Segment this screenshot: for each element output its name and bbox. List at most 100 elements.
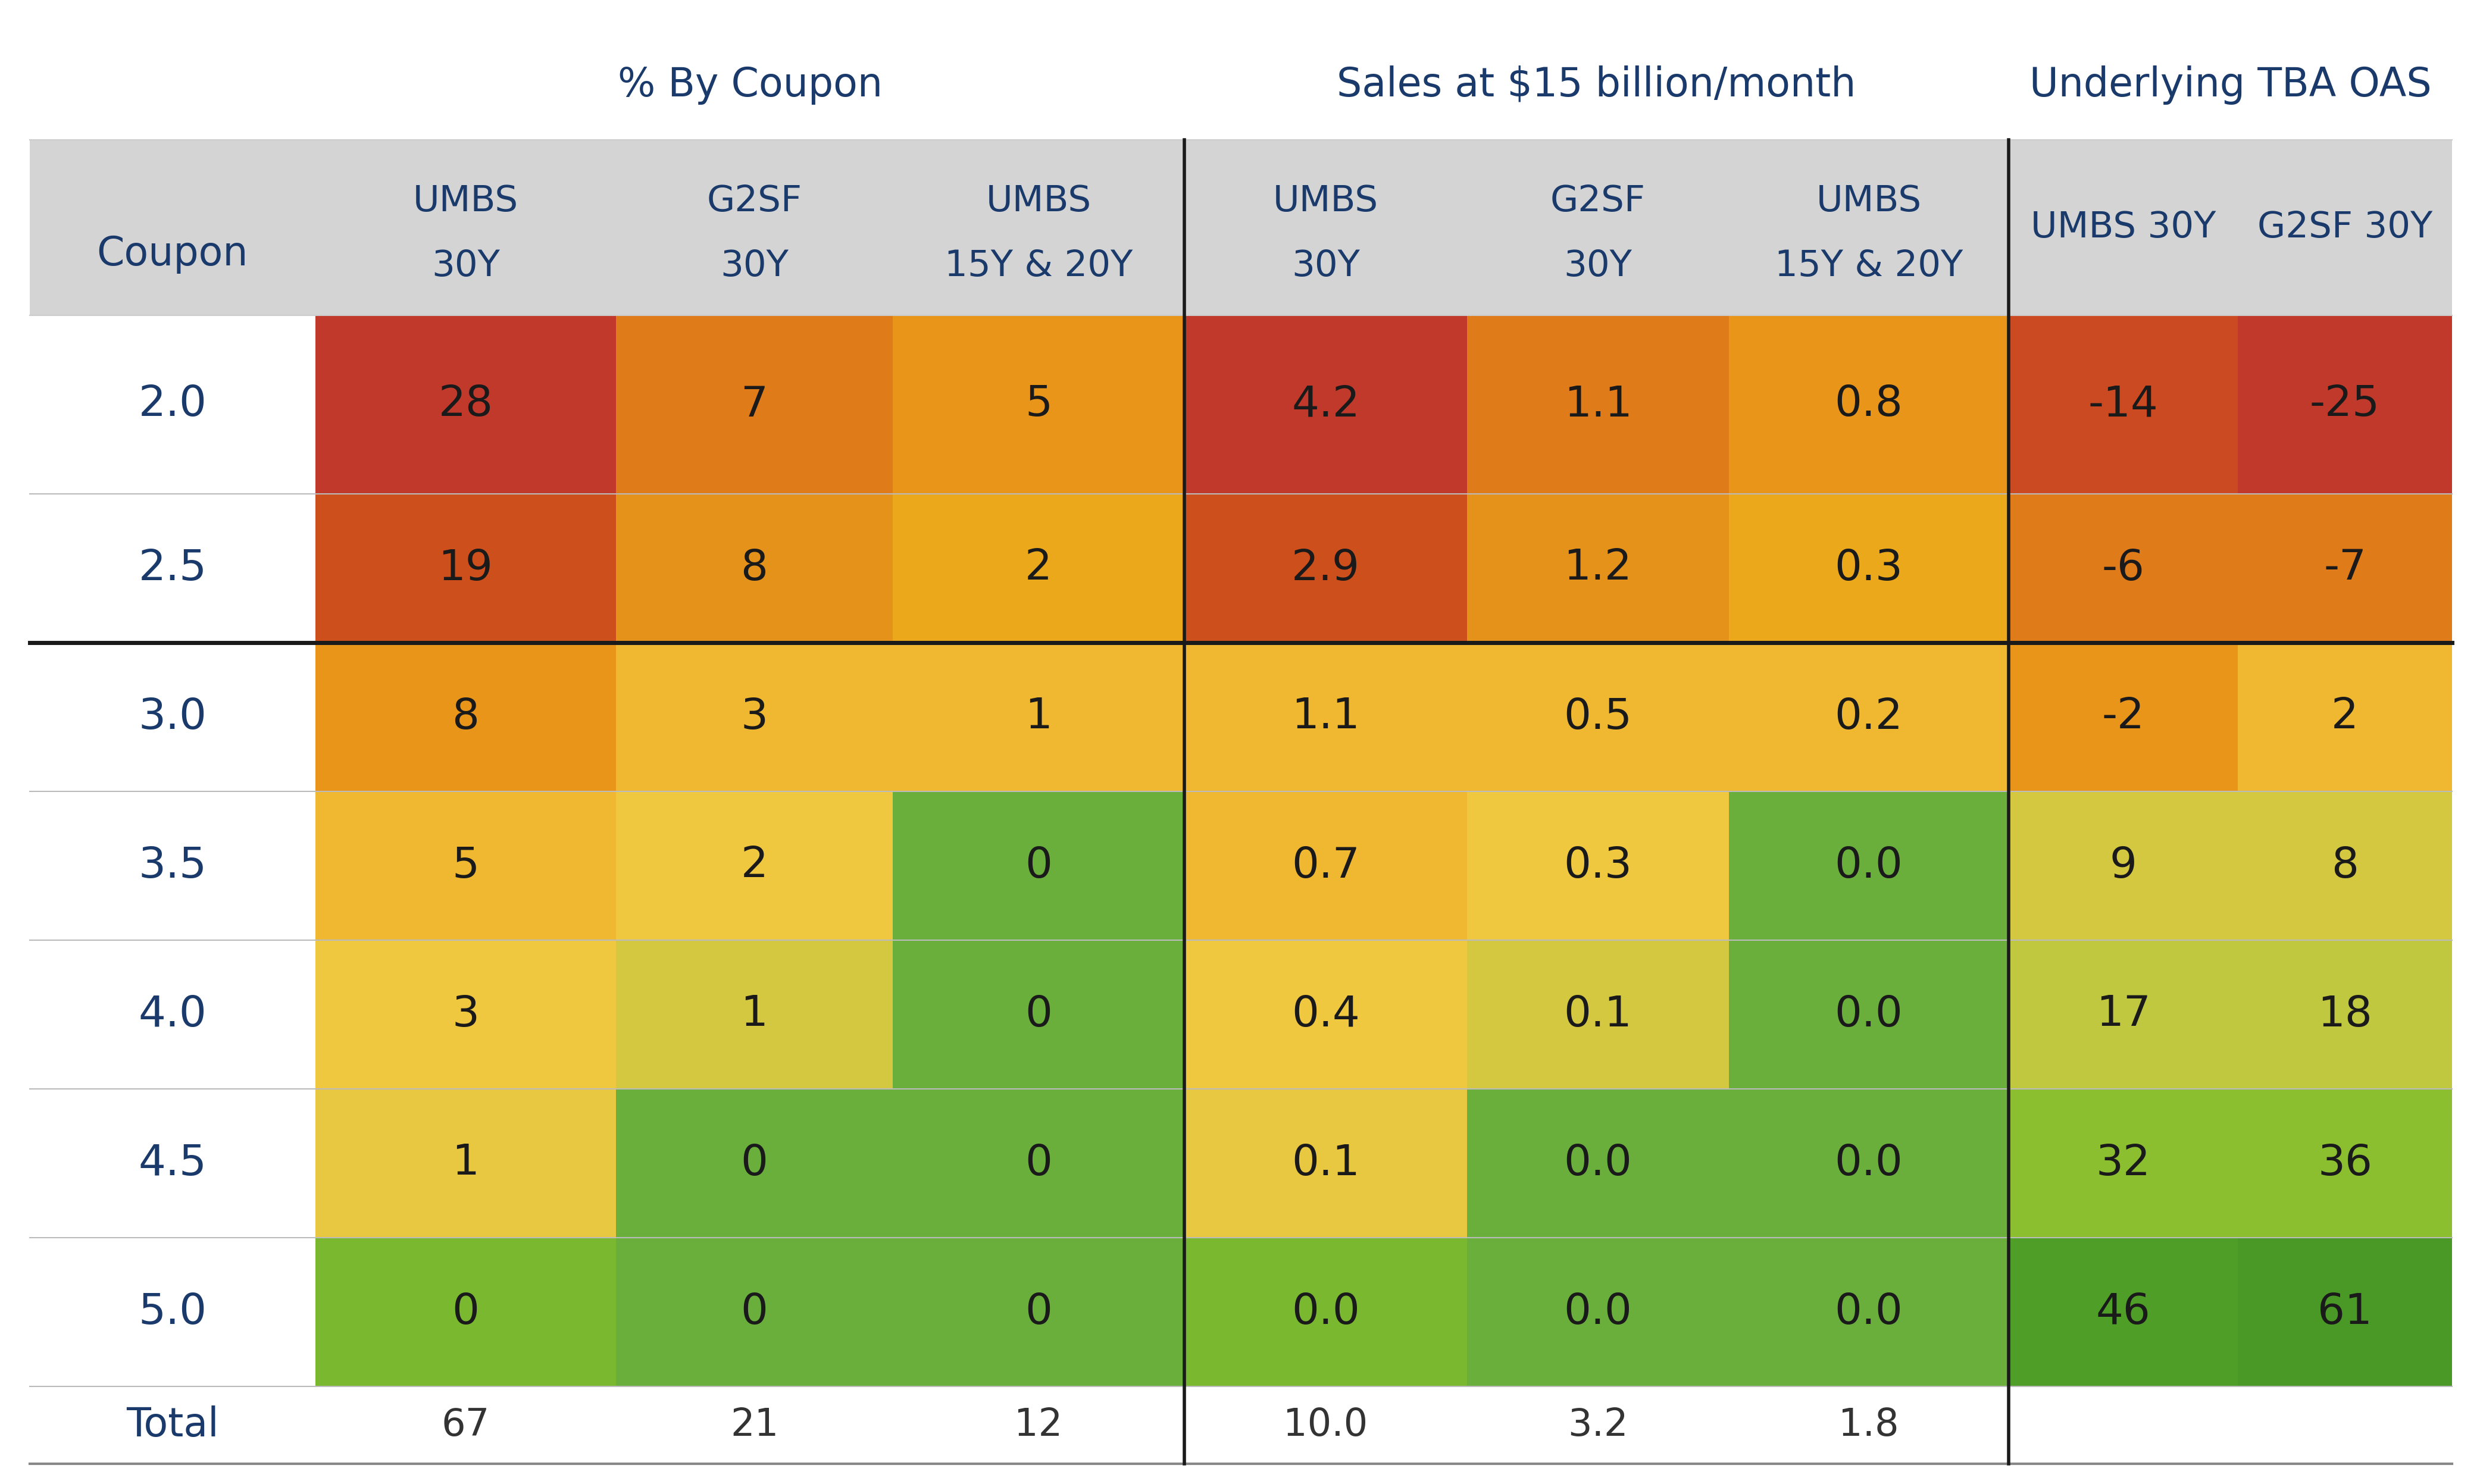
Text: 15Y & 20Y: 15Y & 20Y	[945, 249, 1133, 283]
Bar	[315, 941, 615, 1089]
Bar	[2009, 1238, 2237, 1386]
Bar	[30, 139, 2453, 316]
Bar	[315, 791, 615, 941]
Text: 46: 46	[2096, 1291, 2150, 1333]
Bar	[615, 316, 893, 494]
Text: 0.4: 0.4	[1292, 994, 1359, 1034]
Bar	[893, 1089, 1185, 1238]
Bar	[1729, 941, 2009, 1089]
Bar	[1468, 791, 1729, 941]
Text: Coupon: Coupon	[97, 234, 248, 273]
Bar	[2237, 1238, 2453, 1386]
Bar	[1185, 494, 1468, 643]
Bar	[1185, 1089, 1468, 1238]
Text: 5.0: 5.0	[139, 1291, 206, 1333]
Text: 4.5: 4.5	[139, 1143, 206, 1184]
Bar	[1468, 643, 1729, 791]
Bar	[615, 941, 893, 1089]
Text: 61: 61	[2319, 1291, 2373, 1333]
Text: 2.5: 2.5	[139, 548, 206, 589]
Text: 8: 8	[2331, 846, 2358, 886]
Bar	[893, 316, 1185, 494]
Bar	[2237, 791, 2453, 941]
Text: 12: 12	[1014, 1407, 1064, 1444]
Text: 4.2: 4.2	[1292, 384, 1359, 424]
Bar	[2009, 791, 2237, 941]
Bar	[1468, 316, 1729, 494]
Text: UMBS: UMBS	[987, 184, 1091, 218]
Bar	[615, 1238, 893, 1386]
Text: 2.9: 2.9	[1292, 548, 1359, 589]
Bar	[1729, 494, 2009, 643]
Bar	[1468, 1089, 1729, 1238]
Text: % By Coupon: % By Coupon	[618, 65, 883, 104]
Text: 30Y: 30Y	[1292, 249, 1359, 283]
Bar	[2009, 1089, 2237, 1238]
Bar	[315, 1238, 615, 1386]
Text: 2: 2	[2331, 696, 2358, 738]
Text: 5: 5	[1024, 384, 1052, 424]
Text: UMBS: UMBS	[1815, 184, 1922, 218]
Bar	[315, 494, 615, 643]
Text: 0: 0	[742, 1291, 769, 1333]
Text: 0.0: 0.0	[1835, 994, 1902, 1034]
Text: 0.2: 0.2	[1835, 696, 1902, 738]
Bar	[2009, 494, 2237, 643]
Text: 1: 1	[1024, 696, 1052, 738]
Bar	[893, 643, 1185, 791]
Text: 0: 0	[1024, 1291, 1052, 1333]
Text: 2: 2	[1024, 548, 1052, 589]
Bar	[315, 1089, 615, 1238]
Text: 0: 0	[1024, 846, 1052, 886]
Text: 21: 21	[729, 1407, 779, 1444]
Bar	[1185, 791, 1468, 941]
Text: 3.2: 3.2	[1567, 1407, 1629, 1444]
Text: Total: Total	[126, 1405, 218, 1445]
Bar	[893, 791, 1185, 941]
Text: 28: 28	[439, 384, 494, 424]
Text: 2: 2	[742, 846, 769, 886]
Bar	[615, 494, 893, 643]
Text: G2SF: G2SF	[1550, 184, 1647, 218]
Bar	[1729, 643, 2009, 791]
Text: 19: 19	[439, 548, 494, 589]
Text: -25: -25	[2309, 384, 2381, 424]
Bar	[1468, 1238, 1729, 1386]
Text: 5: 5	[451, 846, 479, 886]
Text: G2SF 30Y: G2SF 30Y	[2257, 211, 2433, 245]
Bar	[2009, 643, 2237, 791]
Bar	[2237, 941, 2453, 1089]
Text: 8: 8	[451, 696, 479, 738]
Bar	[1468, 941, 1729, 1089]
Text: 32: 32	[2096, 1143, 2150, 1184]
Text: 0: 0	[451, 1291, 479, 1333]
Bar	[1185, 643, 1468, 791]
Text: 3: 3	[451, 994, 479, 1034]
Text: 0: 0	[1024, 994, 1052, 1034]
Text: 3.5: 3.5	[139, 846, 206, 886]
Text: 0.1: 0.1	[1292, 1143, 1359, 1184]
Bar	[1729, 316, 2009, 494]
Text: 1.1: 1.1	[1292, 696, 1359, 738]
Text: Sales at $15 billion/month: Sales at $15 billion/month	[1337, 65, 1855, 104]
Bar	[1185, 1238, 1468, 1386]
Text: UMBS: UMBS	[1272, 184, 1379, 218]
Text: 1.2: 1.2	[1565, 548, 1632, 589]
Text: 0.5: 0.5	[1565, 696, 1632, 738]
Text: 30Y: 30Y	[1565, 249, 1632, 283]
Text: Underlying TBA OAS: Underlying TBA OAS	[2029, 65, 2430, 104]
Bar	[2009, 941, 2237, 1089]
Text: 0: 0	[742, 1143, 769, 1184]
Text: 67: 67	[441, 1407, 491, 1444]
Text: -2: -2	[2101, 696, 2145, 738]
Bar	[2237, 494, 2453, 643]
Text: 0: 0	[1024, 1143, 1052, 1184]
Bar	[1729, 1238, 2009, 1386]
Text: G2SF: G2SF	[707, 184, 801, 218]
Bar	[615, 791, 893, 941]
Text: 1.1: 1.1	[1565, 384, 1632, 424]
Bar	[615, 1089, 893, 1238]
Bar	[1185, 316, 1468, 494]
Text: 4.0: 4.0	[139, 994, 206, 1034]
Text: 0.0: 0.0	[1835, 1291, 1902, 1333]
